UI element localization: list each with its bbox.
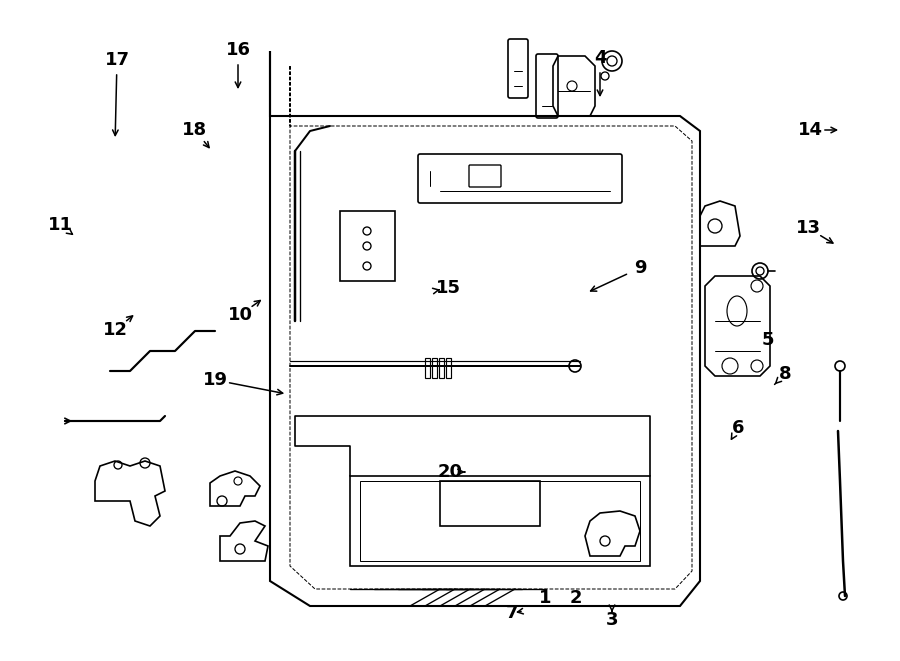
Text: 11: 11 bbox=[48, 216, 73, 234]
Text: 15: 15 bbox=[436, 279, 461, 297]
Text: 12: 12 bbox=[103, 321, 128, 339]
Text: 6: 6 bbox=[732, 419, 744, 437]
Text: 14: 14 bbox=[797, 121, 823, 139]
Text: 18: 18 bbox=[183, 121, 208, 139]
Text: 10: 10 bbox=[228, 306, 253, 324]
Text: 8: 8 bbox=[778, 365, 791, 383]
Text: 7: 7 bbox=[506, 604, 518, 622]
Text: 1: 1 bbox=[539, 589, 551, 607]
Text: 3: 3 bbox=[606, 611, 618, 629]
Text: 17: 17 bbox=[104, 51, 130, 69]
Bar bbox=[432, 358, 437, 378]
Bar bbox=[446, 358, 451, 378]
Bar bbox=[425, 358, 430, 378]
Bar bbox=[439, 358, 444, 378]
Text: 5: 5 bbox=[761, 331, 774, 349]
Text: 13: 13 bbox=[796, 219, 821, 237]
Text: 9: 9 bbox=[634, 259, 646, 277]
Text: 2: 2 bbox=[570, 589, 582, 607]
Text: 16: 16 bbox=[226, 41, 250, 59]
Text: 20: 20 bbox=[437, 463, 463, 481]
Text: 4: 4 bbox=[594, 49, 607, 67]
Text: 19: 19 bbox=[202, 371, 228, 389]
